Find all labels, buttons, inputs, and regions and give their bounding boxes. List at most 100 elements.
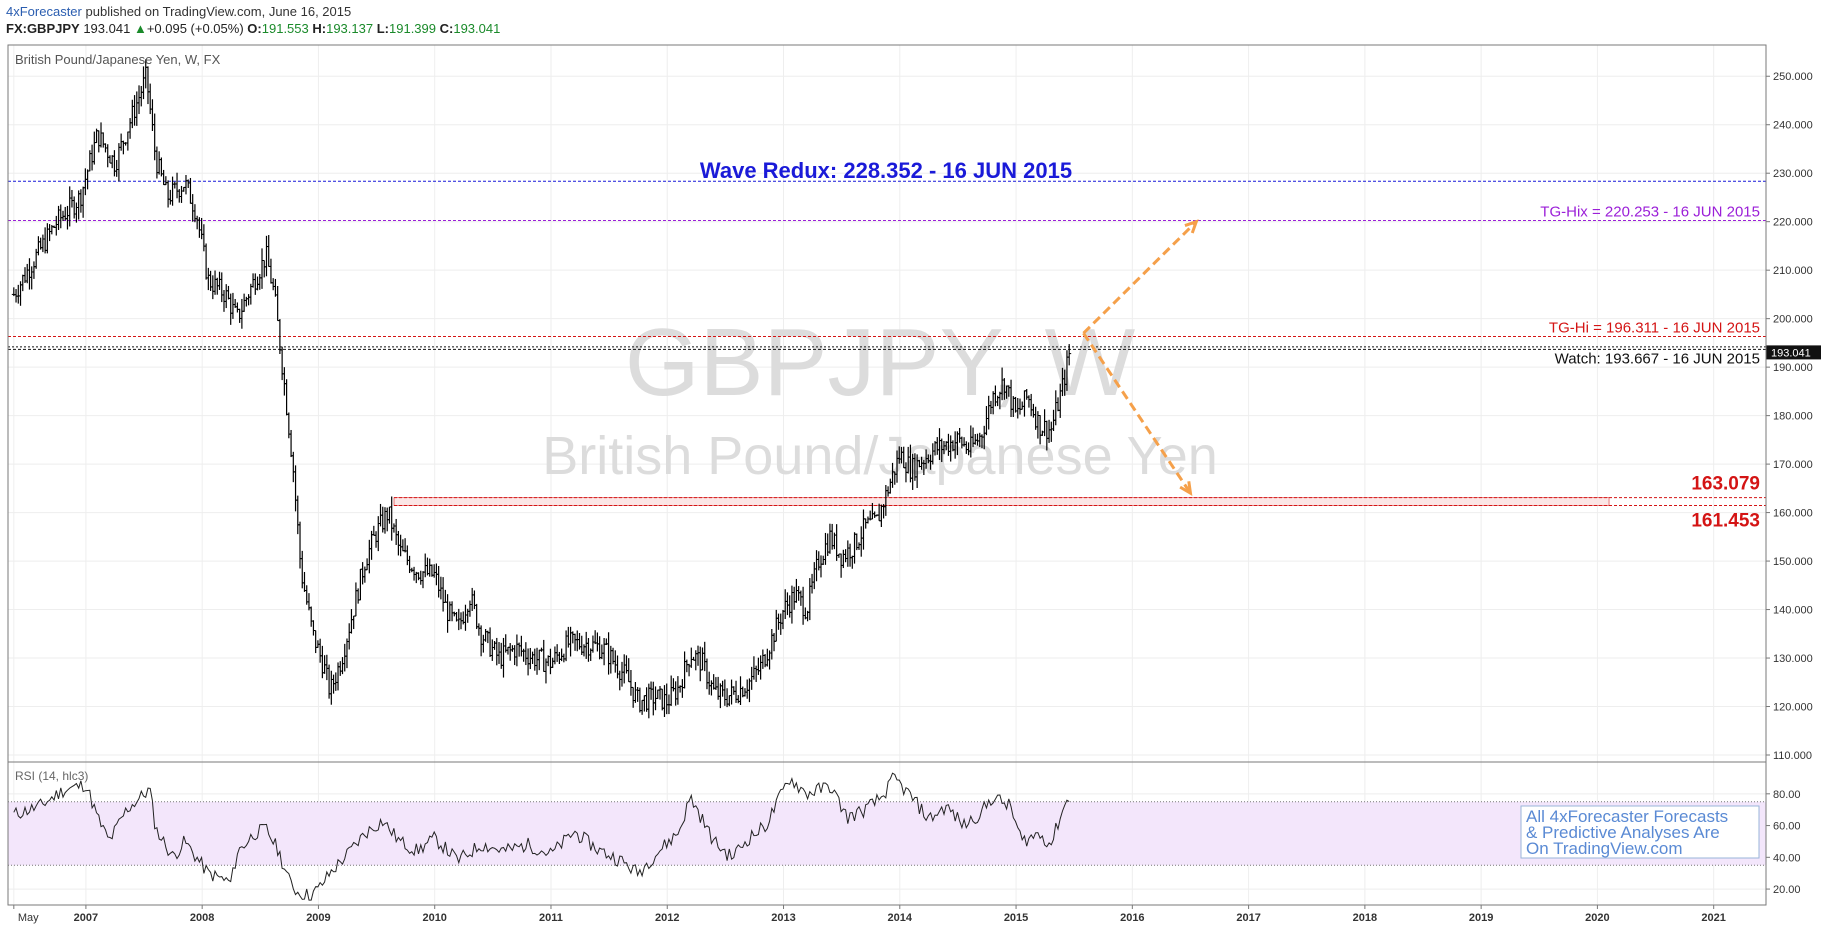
price-bar [282, 367, 287, 396]
price-bar [389, 496, 394, 541]
price-bar [821, 555, 826, 566]
price-bar [722, 679, 727, 706]
open-label: O: [247, 21, 262, 36]
price-bar [119, 133, 124, 151]
note-line-2: & Predictive Analyses Are [1526, 823, 1720, 842]
price-bar [271, 278, 276, 291]
price-bar [130, 99, 135, 129]
price-bar [711, 674, 716, 690]
price-bar [425, 557, 430, 576]
price-bar [407, 555, 412, 574]
level-label: Watch: 193.667 - 16 JUN 2015 [1555, 350, 1760, 367]
axes: 110.000 120.000 130.000 140.000 150.000 160.0… [13, 71, 1821, 924]
price-tick-label: 160.000 [1773, 508, 1813, 520]
price-bar [128, 118, 133, 139]
price-bar [479, 625, 484, 657]
price-bar [523, 642, 528, 666]
author-link[interactable]: 4xForecaster [6, 4, 82, 19]
price-bar [675, 676, 680, 705]
price-bar [481, 634, 486, 653]
price-bar [121, 140, 126, 155]
price-bar [573, 633, 578, 651]
price-bar [369, 530, 374, 560]
price-bar [801, 586, 806, 625]
price-bar [552, 646, 557, 665]
price-bar [114, 159, 119, 177]
price-tag [1766, 345, 1821, 360]
price-bar [512, 645, 517, 666]
price-bar [646, 683, 651, 719]
price-bar [260, 248, 265, 289]
price-bar [863, 518, 868, 529]
price-bar [702, 641, 707, 672]
price-bar [36, 236, 41, 256]
price-bar [807, 578, 812, 621]
price-bar [195, 215, 200, 230]
price-bar [642, 695, 647, 712]
price-bar [776, 613, 781, 630]
price-tick-label: 150.000 [1773, 556, 1813, 568]
price-bar [137, 85, 142, 115]
price-bar [371, 525, 376, 536]
price-bar [593, 630, 598, 645]
price-bar [494, 637, 499, 666]
time-tick-label: 2019 [1469, 912, 1493, 924]
watermark: GBPJPY, W British Pound/Japanese Yen [542, 309, 1218, 486]
low-value: 191.399 [389, 21, 436, 36]
price-bar [192, 204, 197, 223]
price-bar [398, 534, 403, 557]
price-bar [353, 582, 358, 617]
price-bar [754, 665, 759, 683]
price-bar [483, 628, 488, 642]
price-bar [445, 594, 450, 633]
price-bar [673, 681, 678, 706]
price-bar [81, 186, 86, 218]
price-bar [338, 661, 343, 676]
price-bar [416, 572, 421, 581]
price-bar [841, 549, 846, 569]
price-bar [179, 185, 184, 203]
price-bar [199, 217, 204, 240]
zone-lower-label: 161.453 [1691, 511, 1760, 532]
price-bar [394, 518, 399, 545]
price-bar [40, 234, 45, 253]
price-bar [879, 504, 884, 528]
price-bar [226, 285, 231, 300]
time-tick-label: 2018 [1353, 912, 1377, 924]
price-tick-label: 240.000 [1773, 120, 1813, 132]
price-bar [671, 678, 676, 692]
price-bar [295, 495, 300, 535]
rsi-pane [8, 772, 1766, 901]
price-bar [662, 685, 667, 717]
price-bar [152, 113, 157, 161]
time-tick-label: 2010 [422, 912, 446, 924]
price-bar [698, 646, 703, 682]
price-bar [617, 670, 622, 691]
price-bar [20, 274, 25, 292]
price-bar [273, 278, 278, 297]
price-bar [76, 190, 81, 220]
price-tick-label: 170.000 [1773, 459, 1813, 471]
price-bar [412, 566, 417, 581]
price-bar [275, 286, 280, 322]
price-bar [658, 686, 663, 700]
price-bar [54, 215, 59, 236]
price-bar [291, 451, 296, 483]
note-line-1: All 4xForecaster Forecasts [1526, 807, 1728, 826]
price-bar [655, 689, 660, 699]
price-bar [157, 151, 162, 175]
price-bar [351, 615, 356, 630]
price-bar [387, 506, 392, 524]
price-bar [606, 632, 611, 675]
price-bar [441, 577, 446, 612]
price-bar [848, 543, 853, 567]
forecast-arrow-head [1179, 481, 1193, 497]
price-bar [244, 296, 249, 307]
low-label: L: [376, 21, 389, 36]
price-bar [400, 539, 405, 552]
price-bar [161, 169, 166, 186]
price-bar [1067, 344, 1072, 366]
time-tick-label: 2017 [1236, 912, 1260, 924]
rsi-title: RSI (14, hlc3) [15, 769, 88, 783]
